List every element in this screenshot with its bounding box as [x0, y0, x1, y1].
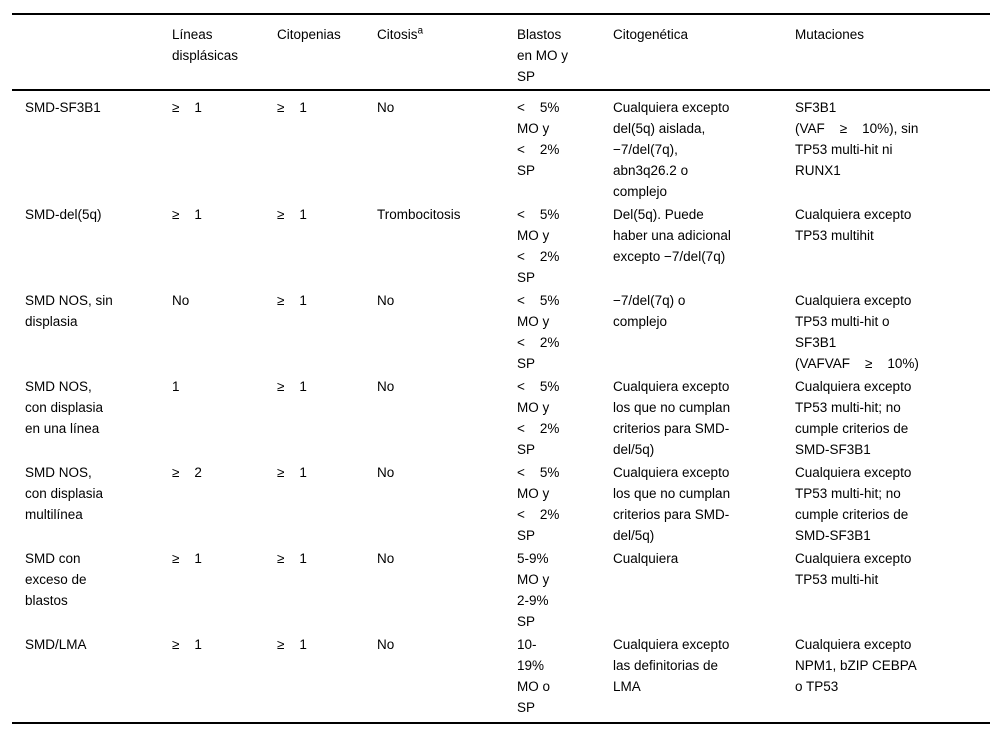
header-cell-empty — [12, 14, 172, 91]
row-label: SMD NOS, sin displasia — [25, 293, 113, 329]
header-citosis-label: Citosis — [377, 27, 418, 42]
table-header: Líneas displásicas Citopenias Citosisa B… — [12, 14, 990, 91]
table-cell: ≥ 1 — [172, 207, 202, 222]
table-cell: Cualquiera excepto NPM1, bZIP CEBPA o TP… — [795, 637, 917, 694]
table-cell: < 5% MO y < 2% SP — [517, 207, 560, 285]
table-cell: −7/del(7q) o complejo — [613, 293, 686, 329]
table-cell: ≥ 1 — [172, 100, 202, 115]
header-row: Líneas displásicas Citopenias Citosisa B… — [12, 14, 990, 91]
table-cell: No — [377, 465, 395, 480]
row-label: SMD-SF3B1 — [25, 100, 101, 115]
table-cell: ≥ 1 — [277, 293, 307, 308]
row-label: SMD-del(5q) — [25, 207, 102, 222]
table-cell: 10- 19% MO o SP — [517, 637, 551, 715]
footnote-marker-a: a — [417, 25, 424, 37]
table-row-smd-exceso-blastos: SMD con exceso de blastos ≥ 1 ≥ 1 No 5-9… — [12, 547, 990, 633]
table-cell: 5-9% MO y 2-9% SP — [517, 551, 550, 629]
table-cell: Cualquiera excepto TP53 multihit — [795, 207, 912, 243]
table-cell: Cualquiera excepto los que no cumplan cr… — [613, 379, 731, 457]
header-cell-citopenias: Citopenias — [277, 14, 377, 91]
row-label: SMD con exceso de blastos — [25, 551, 87, 608]
table-row-smd-nos-displasia-multilinea: SMD NOS, con displasia multilínea ≥ 2 ≥ … — [12, 461, 990, 547]
table-cell: No — [377, 100, 395, 115]
table-cell: No — [172, 293, 190, 308]
table-cell: Cualquiera excepto los que no cumplan cr… — [613, 465, 731, 543]
table-cell: ≥ 1 — [172, 551, 202, 566]
header-cell-mutaciones: Mutaciones — [795, 14, 990, 91]
table-row-smd-nos-displasia-una-linea: SMD NOS, con displasia en una línea 1 ≥ … — [12, 375, 990, 461]
table-cell: No — [377, 637, 395, 652]
table-cell: < 5% MO y < 2% SP — [517, 465, 560, 543]
table-cell: Cualquiera excepto del(5q) aislada, −7/d… — [613, 100, 730, 199]
table-cell: < 5% MO y < 2% SP — [517, 100, 560, 178]
table-cell: Cualquiera excepto TP53 multi-hit; no cu… — [795, 379, 912, 457]
table-body: SMD-SF3B1 ≥ 1 ≥ 1 No < 5% MO y < 2% SP C… — [12, 90, 990, 723]
table-row-smd-sf3b1: SMD-SF3B1 ≥ 1 ≥ 1 No < 5% MO y < 2% SP C… — [12, 90, 990, 203]
table-cell: ≥ 1 — [172, 637, 202, 652]
table-cell: ≥ 1 — [277, 637, 307, 652]
table-cell: ≥ 1 — [277, 551, 307, 566]
table-cell: 1 — [172, 379, 180, 394]
table-row-smd-lma: SMD/LMA ≥ 1 ≥ 1 No 10- 19% MO o SP Cualq… — [12, 633, 990, 723]
table-cell: SF3B1 (VAF ≥ 10%), sin TP53 multi-hit ni… — [795, 100, 919, 178]
table-cell: ≥ 1 — [277, 100, 307, 115]
header-cell-lineas-displasicas: Líneas displásicas — [172, 14, 277, 91]
table-cell: < 5% MO y < 2% SP — [517, 293, 560, 371]
table-cell: Trombocitosis — [377, 207, 461, 222]
table-cell: Cualquiera excepto TP53 multi-hit o SF3B… — [795, 293, 919, 371]
table-cell: No — [377, 551, 395, 566]
table-cell: No — [377, 293, 395, 308]
row-label: SMD NOS, con displasia en una línea — [25, 379, 104, 436]
header-cell-citosis: Citosisa — [377, 14, 517, 91]
table-cell: Cualquiera excepto las definitorias de L… — [613, 637, 730, 694]
header-cell-blastos: Blastos en MO y SP — [517, 14, 613, 91]
row-label: SMD NOS, con displasia multilínea — [25, 465, 104, 522]
table-row-smd-nos-sin-displasia: SMD NOS, sin displasia No ≥ 1 No < 5% MO… — [12, 289, 990, 375]
table-row-smd-del5q: SMD-del(5q) ≥ 1 ≥ 1 Trombocitosis < 5% M… — [12, 203, 990, 289]
table-cell: Cualquiera excepto TP53 multi-hit — [795, 551, 912, 587]
table-cell: Cualquiera — [613, 551, 679, 566]
table-cell: ≥ 2 — [172, 465, 202, 480]
table-cell: Cualquiera excepto TP53 multi-hit; no cu… — [795, 465, 912, 543]
table-cell: No — [377, 379, 395, 394]
row-label: SMD/LMA — [25, 637, 87, 652]
table-cell: ≥ 1 — [277, 465, 307, 480]
mds-classification-table: Líneas displásicas Citopenias Citosisa B… — [12, 13, 990, 724]
table-cell: ≥ 1 — [277, 379, 307, 394]
table-cell: ≥ 1 — [277, 207, 307, 222]
table-cell: < 5% MO y < 2% SP — [517, 379, 560, 457]
table-cell: Del(5q). Puede haber una adicional excep… — [613, 207, 731, 264]
header-cell-citogenetica: Citogenética — [613, 14, 795, 91]
